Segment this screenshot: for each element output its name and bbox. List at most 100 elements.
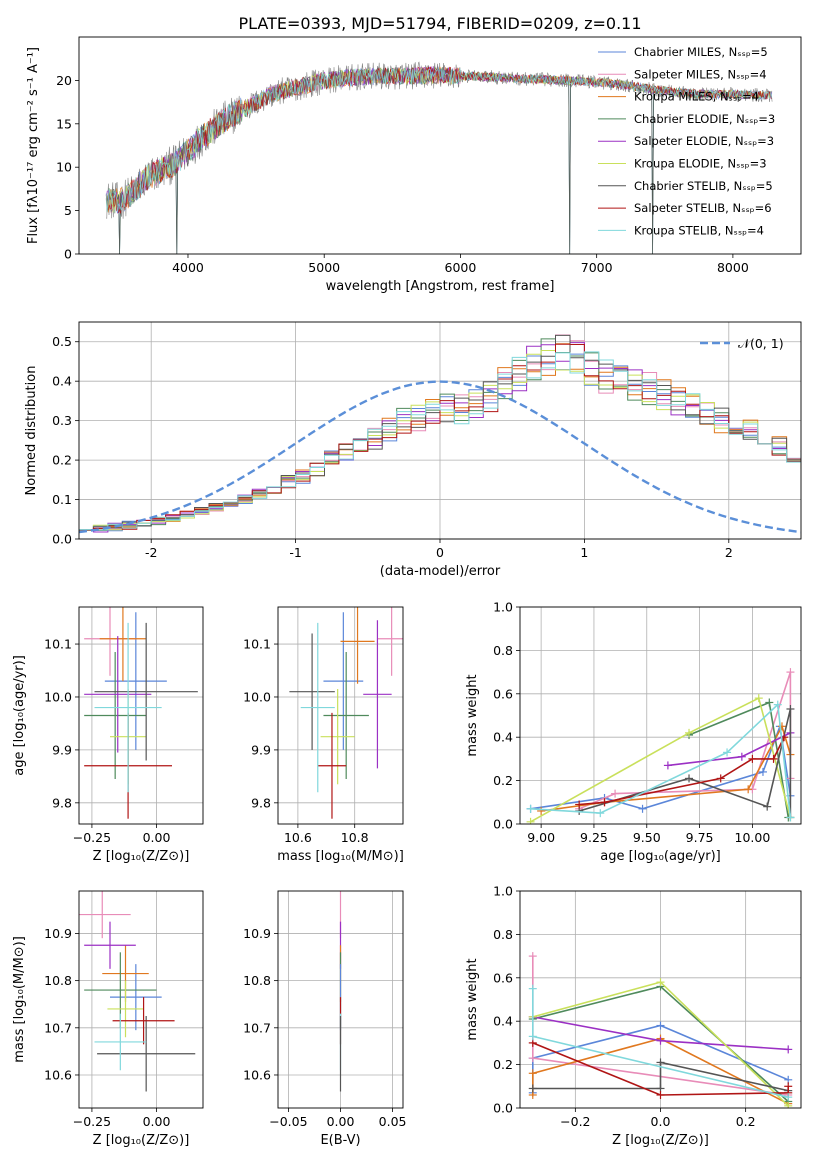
y-axis-label: age [log₁₀(age/yr)] bbox=[12, 655, 27, 776]
spectrum-model-line bbox=[105, 66, 773, 213]
y-tick-label: 0.4 bbox=[52, 374, 72, 389]
error-bar-point bbox=[112, 997, 175, 1045]
error-bar-point bbox=[323, 651, 369, 780]
error-bar-point bbox=[289, 633, 335, 750]
y-tick-label: 10.6 bbox=[243, 1067, 271, 1082]
x-tick-label: 10.00 bbox=[735, 830, 771, 845]
y-tick-label: 10.7 bbox=[243, 1020, 271, 1035]
error-bar-point bbox=[317, 712, 347, 819]
weight-marker bbox=[537, 806, 546, 815]
axes-mass_vs_ebv: −0.05 0.00 0.05 10.6 10.7 10.8 10.9 E(B-V) bbox=[243, 890, 407, 1148]
weight-marker bbox=[656, 1036, 665, 1045]
x-tick-label: 10.8 bbox=[341, 830, 369, 845]
x-tick-label: 9.25 bbox=[580, 830, 608, 845]
weight-marker bbox=[596, 809, 605, 818]
weight-marker bbox=[526, 804, 535, 813]
error-bar-point bbox=[97, 1016, 196, 1092]
y-tick-label: 10.6 bbox=[44, 1067, 72, 1082]
x-axis-label: (data-model)/error bbox=[380, 564, 501, 579]
weight-marker bbox=[575, 800, 584, 809]
plot-area bbox=[528, 952, 793, 1108]
y-tick-label: 1.0 bbox=[493, 600, 513, 615]
x-tick-label: -1 bbox=[289, 545, 301, 560]
legend-label: Salpeter STELIB, Nₛₛₚ=6 bbox=[634, 201, 772, 215]
spectrum-legend: Chabrier MILES, Nₛₛₚ=5 Salpeter MILES, Nₛ… bbox=[598, 45, 775, 237]
axis-decor: -2 -1 0 1 2 0.0 0.1 0.2 0.3 0.4 0.5 (data-model)/er… bbox=[24, 321, 802, 579]
axes-frame bbox=[277, 890, 404, 1109]
x-tick-label: 2 bbox=[725, 545, 733, 560]
weight-marker bbox=[777, 722, 786, 731]
x-axis-label: Z [log₁₀(Z/Z⊙)] bbox=[93, 849, 190, 864]
weight-marker bbox=[663, 761, 672, 770]
weight-marker bbox=[638, 804, 647, 813]
y-tick-label: 9.9 bbox=[52, 742, 72, 757]
x-axis-label: E(B-V) bbox=[320, 1133, 360, 1148]
weight-marker bbox=[656, 978, 665, 987]
weight-marker bbox=[773, 700, 782, 709]
x-tick-label: 5000 bbox=[308, 260, 340, 275]
error-bar-point bbox=[84, 636, 152, 753]
axes-frame bbox=[78, 606, 204, 825]
legend-label: Chabrier STELIB, Nₛₛₚ=5 bbox=[634, 179, 773, 193]
y-tick-label: 1.0 bbox=[493, 884, 513, 899]
axes-age_vs_mass: 10.6 10.8 9.8 9.9 10.0 10.1 mass [log₁₀(M/M⊙)] bbox=[243, 606, 404, 864]
weight-marker bbox=[784, 1101, 793, 1108]
error-bar-point bbox=[110, 964, 162, 1031]
error-bar-point bbox=[323, 612, 364, 750]
x-tick-label: 0.05 bbox=[379, 1114, 407, 1129]
x-tick-label: 0.2 bbox=[736, 1114, 756, 1129]
error-bar-point bbox=[107, 980, 144, 1038]
y-axis-label: mass weight bbox=[465, 958, 480, 1040]
x-tick-label: 10.6 bbox=[284, 830, 312, 845]
y-tick-label: 0.0 bbox=[493, 817, 513, 832]
weight-marker bbox=[765, 698, 774, 707]
axes-frame bbox=[519, 606, 802, 825]
weight-marker bbox=[656, 1058, 665, 1067]
legend-label: Kroupa ELODIE, Nₛₛₚ=3 bbox=[634, 157, 767, 171]
error-bar-point bbox=[94, 622, 198, 761]
x-tick-label: 0.0 bbox=[651, 1114, 671, 1129]
figure-title: PLATE=0393, MJD=51794, FIBERID=0209, z=0… bbox=[238, 14, 641, 33]
axis-decor: −0.25 0.00 9.8 9.9 10.0 10.1 Z [log₁₀(Z/Z⊙)] ag… bbox=[12, 606, 204, 864]
axis-decor: −0.2 0.0 0.2 0.0 0.2 0.4 0.6 0.8 1.0 Z [log₁₀(Z/Z… bbox=[465, 884, 802, 1148]
y-tick-label: 10.7 bbox=[44, 1020, 72, 1035]
weight-marker bbox=[656, 1021, 665, 1030]
weight-marker bbox=[528, 1084, 537, 1093]
axes-weight_vs_z: −0.2 0.0 0.2 0.0 0.2 0.4 0.6 0.8 1.0 Z [log₁₀(Z/Z… bbox=[465, 884, 802, 1148]
y-axis-label: mass weight bbox=[465, 674, 480, 756]
error-bar-point bbox=[340, 607, 375, 684]
error-bar-point bbox=[363, 620, 392, 769]
x-axis-label: wavelength [Angstrom, rest frame] bbox=[326, 279, 555, 294]
gaussian-curve bbox=[79, 380, 801, 534]
weight-marker bbox=[744, 785, 753, 794]
x-tick-label: 9.75 bbox=[686, 830, 714, 845]
weight-line bbox=[579, 736, 785, 806]
legend-label: Salpeter ELODIE, Nₛₛₚ=3 bbox=[634, 134, 774, 148]
weight-marker bbox=[611, 789, 620, 798]
histogram-step-line bbox=[79, 351, 801, 531]
x-tick-label: 8000 bbox=[717, 260, 749, 275]
axis-decor: −0.25 0.00 10.6 10.7 10.8 10.9 Z [log₁₀(Z/Z⊙)]… bbox=[12, 890, 204, 1148]
weight-marker bbox=[528, 1054, 537, 1063]
y-tick-label: 0.4 bbox=[493, 730, 513, 745]
weight-marker bbox=[656, 1090, 665, 1099]
x-tick-label: 9.00 bbox=[527, 830, 555, 845]
y-tick-label: 0.5 bbox=[52, 334, 72, 349]
x-tick-label: −0.05 bbox=[269, 1114, 307, 1129]
error-bar-point bbox=[79, 891, 131, 939]
plot-area bbox=[79, 334, 801, 534]
plot-area bbox=[289, 607, 403, 819]
error-bar-point bbox=[320, 689, 355, 785]
y-tick-label: 9.9 bbox=[251, 742, 271, 757]
weight-marker bbox=[769, 754, 778, 763]
weight-marker bbox=[737, 752, 746, 761]
y-tick-label: 9.8 bbox=[52, 795, 72, 810]
residual-legend: 𝒩(0, 1) bbox=[700, 336, 784, 351]
y-tick-label: 10.8 bbox=[243, 973, 271, 988]
weight-marker bbox=[716, 774, 725, 783]
y-tick-label: 10 bbox=[56, 160, 72, 175]
weight-marker bbox=[763, 802, 772, 811]
y-tick-label: 9.8 bbox=[251, 795, 271, 810]
y-tick-label: 10.0 bbox=[44, 689, 72, 704]
